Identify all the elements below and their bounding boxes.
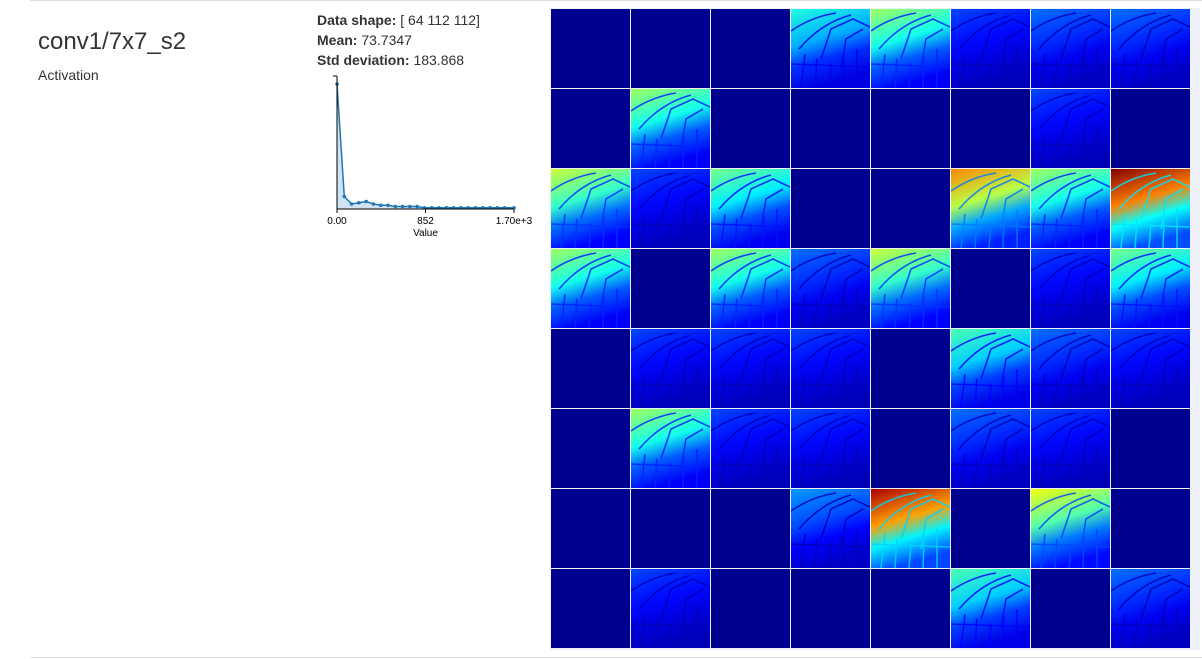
feature-map-tile <box>631 329 710 408</box>
feature-map-tile <box>951 9 1030 88</box>
feature-map-tile <box>631 489 710 568</box>
feature-map-tile <box>631 569 710 648</box>
feature-map-tile <box>951 169 1030 248</box>
data-shape-row: Data shape: [ 64 112 112] <box>317 10 480 30</box>
activation-grid <box>550 8 1200 650</box>
feature-map-tile <box>551 169 630 248</box>
bottom-divider <box>30 657 1202 658</box>
feature-map-tile <box>791 329 870 408</box>
feature-map-tile <box>711 409 790 488</box>
feature-map-tile <box>871 89 950 168</box>
feature-map-tile <box>951 569 1030 648</box>
feature-map-tile <box>871 249 950 328</box>
feature-map-tile <box>791 9 870 88</box>
feature-map-tile <box>711 249 790 328</box>
histogram-point <box>393 204 398 209</box>
feature-map-tile <box>1111 329 1190 408</box>
feature-map-tile <box>711 329 790 408</box>
feature-map-tile <box>951 489 1030 568</box>
feature-map-tile <box>631 249 710 328</box>
data-shape-value: [ 64 112 112] <box>400 12 480 28</box>
feature-map-tile <box>791 569 870 648</box>
feature-map-tile <box>1031 89 1110 168</box>
histogram-x-tick-label: 1.70e+3 <box>496 216 533 227</box>
histogram-x-tick-label: 0.00 <box>327 216 347 227</box>
value-histogram: 0.00 852 1.70e+3 Value <box>327 75 533 239</box>
feature-map-tile <box>631 89 710 168</box>
feature-map-tile <box>1111 489 1190 568</box>
feature-map-tile <box>1031 489 1110 568</box>
feature-map-tile <box>631 169 710 248</box>
feature-map-tile <box>711 9 790 88</box>
feature-map-tile <box>791 89 870 168</box>
feature-map-tile <box>711 89 790 168</box>
feature-map-tile <box>951 409 1030 488</box>
histogram-point <box>378 203 383 208</box>
feature-map-tile <box>791 489 870 568</box>
feature-map-tile <box>631 409 710 488</box>
layer-name: conv1/7x7_s2 <box>38 28 187 55</box>
histogram-x-label: Value <box>413 228 438 239</box>
feature-map-tile <box>871 329 950 408</box>
feature-map-tile <box>551 489 630 568</box>
std-row: Std deviation: 183.868 <box>317 50 480 70</box>
feature-map-tile <box>551 89 630 168</box>
layer-type: Activation <box>38 67 99 83</box>
histogram-point <box>364 199 368 204</box>
std-value: 183.868 <box>413 52 465 68</box>
feature-map-tile <box>711 169 790 248</box>
histogram-point <box>400 204 405 209</box>
histogram-point <box>349 202 354 206</box>
histogram-point <box>342 194 347 199</box>
feature-map-tile <box>1111 9 1190 88</box>
feature-map-tile <box>1111 569 1190 648</box>
mean-value: 73.7347 <box>361 32 412 48</box>
histogram-point <box>386 203 390 208</box>
feature-map-tile <box>871 169 950 248</box>
histogram-point <box>415 204 419 209</box>
feature-map-tile <box>1111 249 1190 328</box>
feature-map-tile <box>1031 169 1110 248</box>
feature-map-tile <box>551 9 630 88</box>
feature-map-tile <box>1111 409 1190 488</box>
feature-map-tile <box>1031 569 1110 648</box>
histogram-point <box>371 202 376 206</box>
feature-map-tile <box>791 249 870 328</box>
std-label: Std deviation: <box>317 52 410 68</box>
feature-map-tile <box>631 9 710 88</box>
top-divider <box>30 0 1202 1</box>
feature-map-tile <box>711 489 790 568</box>
feature-map-tile <box>951 249 1030 328</box>
feature-map-tile <box>551 409 630 488</box>
histogram-line <box>336 83 514 209</box>
histogram-x-tick-label: 852 <box>417 216 434 227</box>
feature-map-tile <box>951 329 1030 408</box>
feature-map-tile <box>871 569 950 648</box>
feature-map-tile <box>1031 329 1110 408</box>
data-shape-label: Data shape: <box>317 12 397 28</box>
feature-map-tile <box>551 329 630 408</box>
feature-map-tile <box>871 9 950 88</box>
layer-stats: Data shape: [ 64 112 112] Mean: 73.7347 … <box>317 10 480 70</box>
mean-label: Mean: <box>317 32 358 48</box>
feature-map-tile <box>551 569 630 648</box>
feature-map-tile <box>791 169 870 248</box>
feature-map-tile <box>711 569 790 648</box>
feature-map-tile <box>551 249 630 328</box>
feature-map-tile <box>791 409 870 488</box>
feature-map-tile <box>871 489 950 568</box>
feature-map-tile <box>1031 249 1110 328</box>
histogram-point <box>408 204 412 209</box>
feature-map-tile <box>1031 409 1110 488</box>
feature-map-tile <box>1111 89 1190 168</box>
feature-map-tile <box>871 409 950 488</box>
feature-map-tile <box>1031 9 1110 88</box>
feature-map-tile <box>1111 169 1190 248</box>
mean-row: Mean: 73.7347 <box>317 30 480 50</box>
feature-map-tile <box>951 89 1030 168</box>
histogram-point <box>357 200 361 205</box>
histogram-area <box>337 84 514 209</box>
